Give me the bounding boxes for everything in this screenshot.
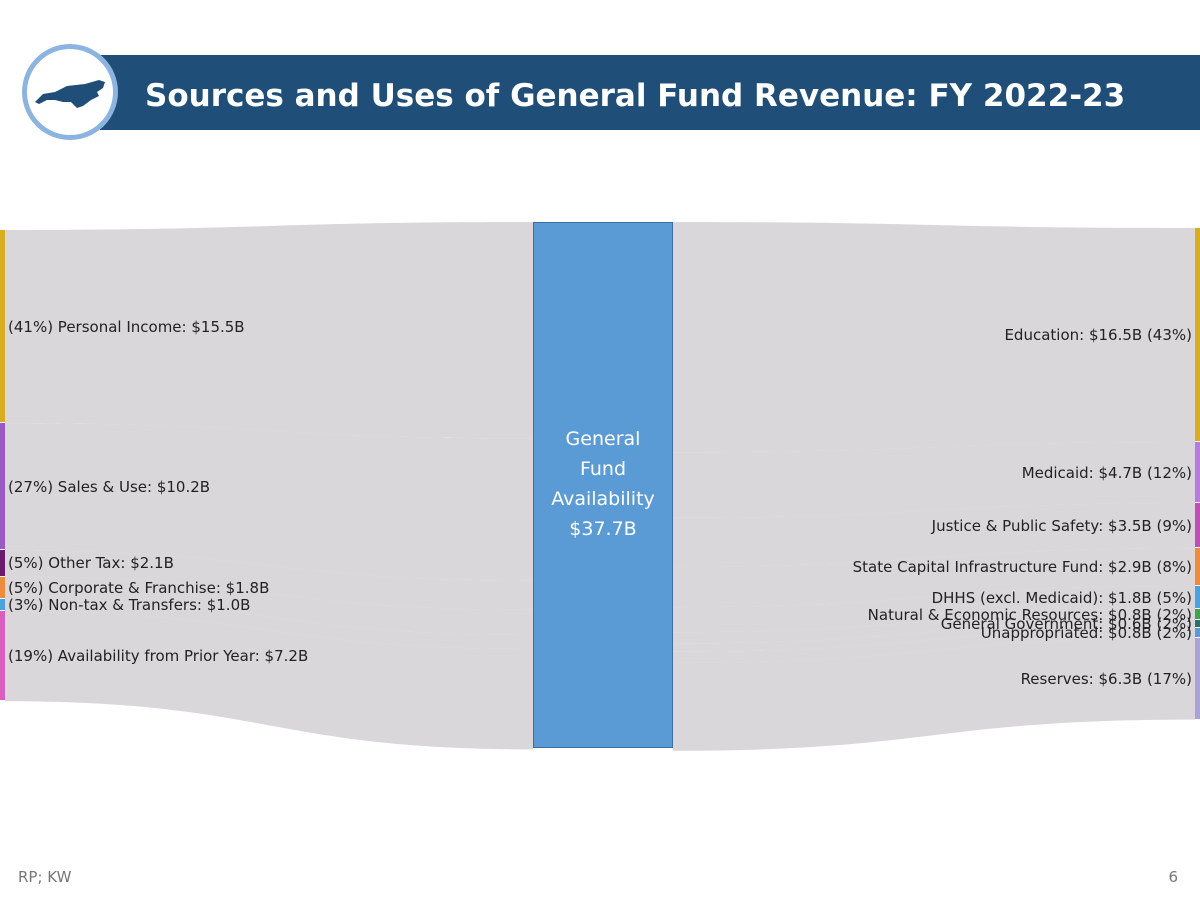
source-label: (27%) Sales & Use: $10.2B — [8, 477, 211, 496]
flow-corporate-franchise-1-8b — [5, 576, 533, 635]
flow-non-tax-transfers-1-0b — [5, 599, 533, 649]
source-color-bar — [0, 423, 5, 550]
flow-availability-from-prior-year-7-2b — [5, 611, 533, 750]
general-fund-line-1: General — [565, 428, 641, 450]
source-label: (5%) Corporate & Franchise: $1.8B — [8, 578, 270, 597]
source-label: (3%) Non-tax & Transfers: $1.0B — [8, 596, 251, 615]
state-logo — [22, 44, 118, 140]
general-fund-label: General Fund Availability $37.7B — [533, 424, 673, 544]
source-color-bar — [0, 230, 5, 423]
source-color-bar — [0, 599, 5, 611]
use-label: General Government: $0.6B (2%) — [940, 614, 1192, 633]
use-color-bar — [1195, 228, 1200, 442]
use-color-bar — [1195, 627, 1200, 637]
general-fund-line-2: Fund — [579, 458, 627, 480]
source-color-bar — [0, 611, 5, 701]
page-number: 6 — [1168, 868, 1178, 886]
use-color-bar — [1195, 442, 1200, 502]
flow-natural-economic-resources — [673, 609, 1195, 644]
flow-personal-income-15-5b — [5, 222, 533, 439]
use-color-bar — [1195, 609, 1200, 619]
use-label: Justice & Public Safety: $3.5B (9%) — [931, 516, 1192, 535]
use-color-bar — [1195, 637, 1200, 719]
source-color-bar — [0, 576, 5, 599]
use-label: Reserves: $6.3B (17%) — [1020, 669, 1192, 688]
general-fund-node — [533, 222, 673, 748]
source-label: (41%) Personal Income: $15.5B — [8, 317, 245, 336]
general-fund-line-3: Availability — [551, 488, 655, 510]
use-color-bar — [1195, 548, 1200, 585]
source-label: (5%) Other Tax: $2.1B — [8, 554, 174, 573]
flow-dhhs-excl-medicaid — [673, 585, 1195, 633]
flow-unappropriated — [673, 627, 1195, 663]
use-label: DHHS (excl. Medicaid): $1.8B (5%) — [931, 588, 1192, 607]
north-carolina-state-icon — [35, 80, 105, 108]
use-label: State Capital Infrastructure Fund: $2.9B… — [852, 558, 1192, 577]
flow-sales-use-10-2b — [5, 423, 533, 581]
footer-initials: RP; KW — [18, 868, 72, 886]
use-label: Education: $16.5B (43%) — [1004, 326, 1192, 344]
flow-other-tax-2-1b — [5, 550, 533, 610]
title-bar — [100, 55, 1200, 130]
use-color-bar — [1195, 585, 1200, 609]
flow-medicaid — [673, 442, 1195, 518]
use-label: Unappropriated: $0.8B (2%) — [980, 623, 1192, 642]
use-label: Medicaid: $4.7B (12%) — [1021, 463, 1192, 482]
flow-state-capital-infrastructure-fund — [673, 548, 1195, 608]
source-color-bar — [0, 550, 5, 576]
flow-general-government — [673, 619, 1195, 652]
flow-reserves — [673, 637, 1195, 751]
page-title: Sources and Uses of General Fund Revenue… — [145, 78, 1126, 114]
source-label: (19%) Availability from Prior Year: $7.2… — [8, 647, 309, 666]
use-color-bar — [1195, 619, 1200, 627]
use-color-bar — [1195, 502, 1200, 548]
general-fund-total: $37.7B — [569, 518, 637, 540]
flow-education — [673, 222, 1195, 453]
use-label: Natural & Economic Resources: $0.8B (2%) — [867, 605, 1192, 624]
flow-justice-public-safety — [673, 502, 1195, 567]
